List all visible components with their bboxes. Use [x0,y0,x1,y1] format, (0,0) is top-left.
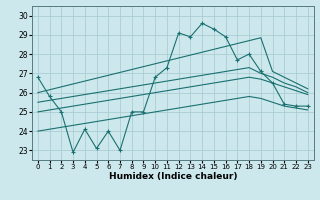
X-axis label: Humidex (Indice chaleur): Humidex (Indice chaleur) [108,172,237,181]
